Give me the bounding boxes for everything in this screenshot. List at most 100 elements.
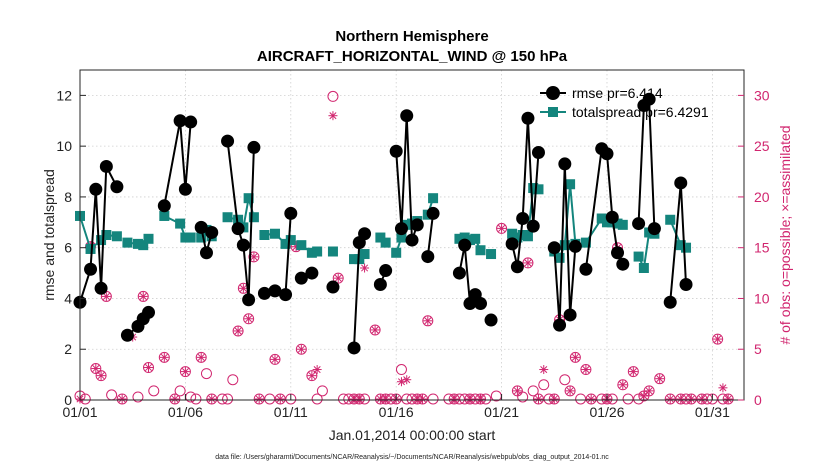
totalspread-point — [243, 193, 254, 204]
obs-assimilated-marker — [91, 364, 101, 374]
rmse-point — [305, 266, 319, 280]
rmse-line — [79, 98, 687, 349]
y-tick-label: 6 — [64, 240, 72, 256]
rmse-point — [247, 140, 261, 154]
obs-possible-marker — [90, 363, 102, 375]
totalspread-point — [675, 240, 686, 251]
obs-assimilated-stroke — [255, 395, 263, 403]
obs-possible-marker — [369, 324, 381, 336]
obs-assimilated-stroke — [276, 395, 284, 403]
obs-assimilated-stroke — [171, 395, 179, 403]
obs-assimilated-stroke — [714, 335, 722, 343]
obs-possible-marker — [569, 351, 581, 363]
obs-assimilated-stroke — [92, 364, 100, 373]
x-tick-label: 01/31 — [695, 404, 730, 420]
totalspread-point — [349, 254, 360, 265]
rmse-point — [647, 222, 661, 236]
obs-possible-marker — [422, 315, 434, 327]
obs-possible-marker — [527, 385, 539, 397]
rmse-point — [194, 220, 208, 234]
obs-assimilated-marker — [159, 352, 169, 362]
obs-possible-marker — [200, 368, 212, 380]
obs-assimilated-stroke — [197, 353, 205, 361]
rmse-point — [379, 264, 393, 278]
obs-possible-marker — [585, 393, 597, 405]
rmse-point — [268, 284, 282, 298]
obs-assimilated-stroke — [297, 345, 305, 353]
obs-possible-marker — [664, 393, 676, 405]
totalspread-point — [132, 238, 143, 249]
x-tick-label: 01/26 — [589, 404, 624, 420]
obs-assimilated-stroke — [450, 395, 458, 403]
chart-title-line-1: Northern Hemisphere — [335, 28, 488, 45]
obs-assimilated-marker — [423, 316, 433, 326]
totalspread-point — [380, 237, 391, 248]
obs-assimilated-stroke — [97, 372, 105, 380]
obs-possible-marker — [395, 364, 407, 376]
rmse-point — [347, 341, 361, 355]
totalspread-point — [259, 230, 270, 240]
y2-tick-label: 20 — [754, 189, 770, 205]
rmse-point — [426, 206, 440, 220]
obs-possible-marker — [427, 393, 439, 405]
obs-assimilated-marker — [465, 394, 475, 404]
obs-assimilated-marker — [360, 263, 370, 273]
y2-tick-label: 5 — [754, 341, 762, 357]
obs-assimilated-marker — [618, 380, 628, 390]
obs-possible-marker — [712, 333, 724, 345]
obs-assimilated-marker — [644, 386, 654, 396]
obs-possible-marker — [132, 391, 144, 403]
rmse-point — [510, 260, 524, 274]
obs-assimilated-marker — [497, 223, 507, 233]
obs-possible-marker — [222, 393, 234, 405]
obs-assimilated-marker — [402, 375, 412, 385]
obs-possible-marker — [106, 389, 118, 401]
obs-possible-marker — [216, 393, 228, 405]
obs-assimilated-stroke — [245, 315, 253, 323]
legend-rmse-marker — [546, 86, 560, 100]
rmse-point — [394, 222, 408, 236]
rmse-point — [120, 328, 134, 342]
obs-possible-marker — [564, 385, 576, 397]
rmse-point — [279, 288, 293, 302]
obs-assimilated-marker — [233, 326, 243, 336]
obs-possible-marker — [580, 364, 592, 376]
totalspread-point — [486, 249, 497, 260]
obs-assimilated-stroke — [587, 395, 595, 403]
totalspread-point — [512, 232, 523, 243]
obs-assimilated-stroke — [308, 372, 316, 380]
legend-rmse-label: rmse pr=6.414 — [572, 85, 663, 101]
obs-assimilated-marker — [275, 394, 285, 404]
axis-ticks: 01/01 01/06 01/11 01/16 01/21 01/26 01/31 0 2 4 6 8… — [56, 87, 769, 420]
totalspread-point — [396, 232, 407, 243]
obs-assimilated-stroke — [550, 395, 558, 403]
rmse-point — [547, 241, 561, 255]
obs-assimilated-stroke — [271, 355, 279, 363]
totalspread-point — [159, 210, 170, 221]
legend-spread-marker — [548, 107, 558, 117]
obs-assimilated-stroke — [571, 353, 579, 361]
obs-possible-marker — [311, 393, 323, 405]
obs-possible-marker — [532, 393, 544, 405]
obs-assimilated-marker — [170, 394, 180, 404]
rmse-point — [178, 182, 192, 196]
totalspread-point — [633, 251, 644, 262]
obs-possible-marker — [179, 366, 191, 378]
obs-assimilated-marker — [307, 371, 317, 381]
chart-title-line-2: AIRCRAFT_HORIZONTAL_WIND @ 150 hPa — [257, 48, 568, 65]
obs-possible-marker — [538, 379, 550, 391]
obs-possible-marker — [559, 374, 571, 386]
obs-assimilated-marker — [312, 365, 322, 375]
totalspread-point — [681, 242, 692, 253]
rmse-point — [326, 280, 340, 294]
obs-possible-marker — [137, 290, 149, 302]
totalspread-point — [96, 235, 107, 246]
obs-assimilated-stroke — [540, 366, 548, 374]
obs-possible-marker — [448, 393, 460, 405]
obs-possible-marker — [227, 374, 239, 386]
totalspread-point — [269, 228, 280, 239]
obs-assimilated-stroke — [466, 395, 474, 403]
obs-possible-marker — [696, 393, 708, 405]
rmse-point — [531, 146, 545, 159]
